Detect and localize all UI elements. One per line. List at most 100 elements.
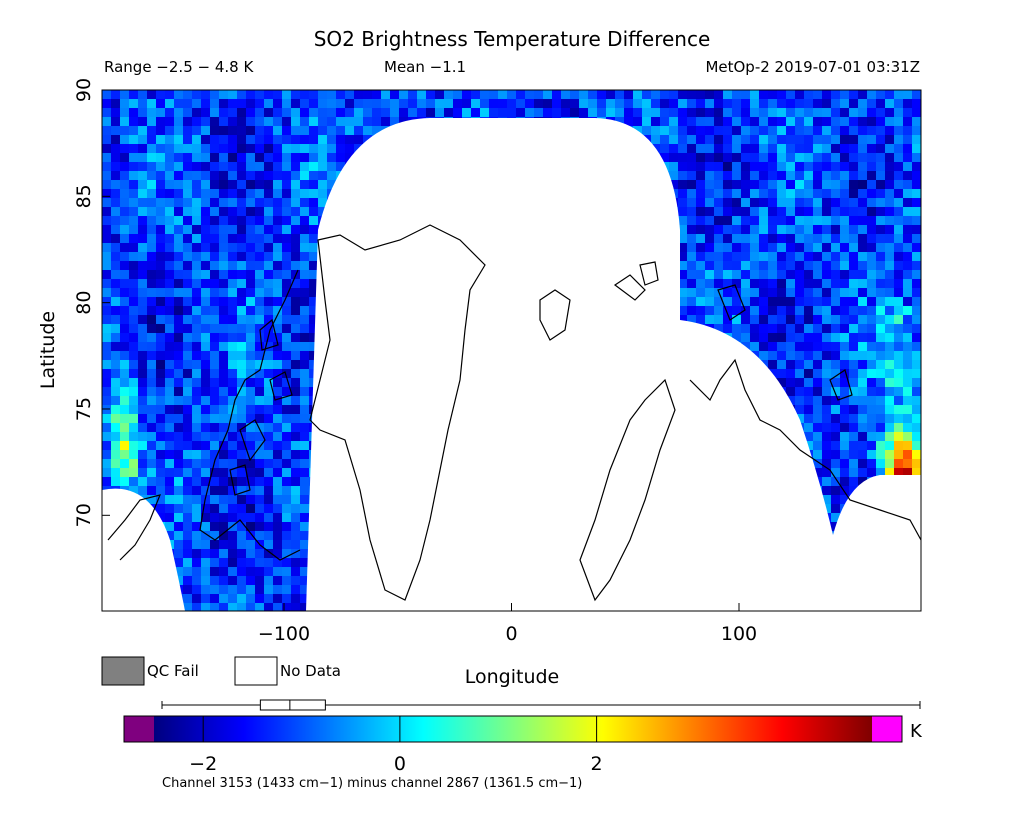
heatmap-cell — [129, 450, 138, 459]
heatmap-cell — [192, 468, 201, 477]
heatmap-cell — [534, 108, 543, 117]
heatmap-cell — [714, 135, 723, 144]
heatmap-cell — [867, 459, 876, 468]
heatmap-cell — [345, 117, 354, 126]
heatmap-cell — [804, 189, 813, 198]
heatmap-cell — [777, 270, 786, 279]
heatmap-cell — [156, 225, 165, 234]
heatmap-cell — [174, 90, 183, 99]
heatmap-cell — [840, 216, 849, 225]
heatmap-cell — [516, 99, 525, 108]
heatmap-cell — [273, 270, 282, 279]
heatmap-cell — [192, 396, 201, 405]
heatmap-cell — [579, 99, 588, 108]
heatmap-cell — [219, 216, 228, 225]
heatmap-cell — [246, 252, 255, 261]
heatmap-cell — [120, 450, 129, 459]
heatmap-cell — [156, 315, 165, 324]
heatmap-cell — [840, 396, 849, 405]
heatmap-cell — [705, 171, 714, 180]
heatmap-cell — [129, 261, 138, 270]
heatmap-cell — [705, 135, 714, 144]
heatmap-cell — [831, 126, 840, 135]
heatmap-cell — [255, 603, 264, 611]
heatmap-cell — [309, 351, 318, 360]
heatmap-cell — [759, 234, 768, 243]
heatmap-cell — [255, 414, 264, 423]
heatmap-cell — [822, 486, 831, 495]
heatmap-cell — [129, 459, 138, 468]
heatmap-cell — [228, 180, 237, 189]
heatmap-cell — [705, 216, 714, 225]
heatmap-cell — [741, 99, 750, 108]
heatmap-cell — [291, 540, 300, 549]
heatmap-cell — [849, 477, 858, 486]
heatmap-cell — [282, 477, 291, 486]
heatmap-cell — [867, 216, 876, 225]
heatmap-cell — [327, 144, 336, 153]
heatmap-cell — [237, 504, 246, 513]
heatmap-cell — [192, 495, 201, 504]
heatmap-cell — [651, 90, 660, 99]
heatmap-cell — [210, 369, 219, 378]
heatmap-cell — [111, 369, 120, 378]
heatmap-cell — [345, 135, 354, 144]
heatmap-cell — [210, 360, 219, 369]
heatmap-cell — [687, 315, 696, 324]
heatmap-cell — [219, 198, 228, 207]
heatmap-cell — [813, 333, 822, 342]
heatmap-cell — [237, 207, 246, 216]
heatmap-cell — [750, 126, 759, 135]
heatmap-cell — [804, 117, 813, 126]
heatmap-cell — [669, 144, 678, 153]
heatmap-cell — [264, 504, 273, 513]
heatmap-cell — [750, 225, 759, 234]
heatmap-cell — [237, 549, 246, 558]
heatmap-cell — [111, 234, 120, 243]
heatmap-cell — [228, 576, 237, 585]
heatmap-cell — [111, 270, 120, 279]
heatmap-cell — [300, 279, 309, 288]
heatmap-cell — [282, 423, 291, 432]
heatmap-cell — [183, 549, 192, 558]
heatmap-cell — [138, 234, 147, 243]
heatmap-cell — [237, 162, 246, 171]
heatmap-cell — [246, 360, 255, 369]
heatmap-cell — [111, 297, 120, 306]
heatmap-cell — [219, 522, 228, 531]
heatmap-cell — [345, 99, 354, 108]
heatmap-cell — [273, 207, 282, 216]
heatmap-cell — [849, 135, 858, 144]
heatmap-cell — [282, 513, 291, 522]
heatmap-cell — [786, 369, 795, 378]
heatmap-cell — [561, 90, 570, 99]
heatmap-cell — [129, 342, 138, 351]
heatmap-cell — [741, 261, 750, 270]
heatmap-cell — [147, 378, 156, 387]
heatmap-cell — [156, 405, 165, 414]
heatmap-cell — [849, 423, 858, 432]
heatmap-cell — [156, 423, 165, 432]
heatmap-cell — [831, 522, 840, 531]
heatmap-cell — [354, 90, 363, 99]
heatmap-cell — [192, 144, 201, 153]
heatmap-cell — [795, 369, 804, 378]
heatmap-cell — [291, 252, 300, 261]
heatmap-cell — [246, 369, 255, 378]
heatmap-cell — [561, 108, 570, 117]
heatmap-cell — [237, 216, 246, 225]
heatmap-cell — [201, 486, 210, 495]
heatmap-cell — [867, 297, 876, 306]
heatmap-cell — [120, 333, 129, 342]
heatmap-cell — [237, 297, 246, 306]
heatmap-cell — [309, 324, 318, 333]
heatmap-cell — [183, 585, 192, 594]
heatmap-cell — [741, 270, 750, 279]
heatmap-cell — [138, 216, 147, 225]
heatmap-cell — [705, 90, 714, 99]
heatmap-cell — [156, 495, 165, 504]
heatmap-cell — [516, 90, 525, 99]
heatmap-cell — [687, 153, 696, 162]
heatmap-cell — [210, 198, 219, 207]
heatmap-cell — [156, 90, 165, 99]
